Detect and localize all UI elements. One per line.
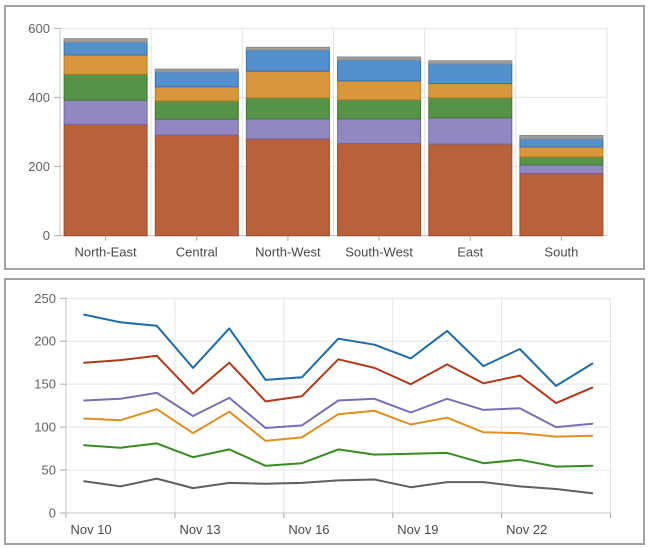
bar-chart-panel: 0 200 400 600 North-East Central North-West Sou…: [4, 5, 645, 270]
bar-segment-series-orange[interactable]: [245, 70, 330, 99]
bar-segment-series-purple[interactable]: [63, 99, 148, 125]
bar-segment-series-purple[interactable]: [337, 118, 422, 144]
y-axis-label: 0: [49, 506, 56, 521]
bar-segment-series-green[interactable]: [519, 156, 604, 166]
bar-segment-series-green[interactable]: [245, 97, 330, 120]
bar-segment-series-blue[interactable]: [154, 71, 239, 88]
x-axis-label: Nov 10: [71, 522, 112, 537]
bar-segment-series-gray[interactable]: [337, 56, 422, 61]
bar-segment-series-gray[interactable]: [154, 68, 239, 73]
bar-segment-series-purple[interactable]: [154, 118, 239, 136]
bar-segment-series-blue[interactable]: [519, 138, 604, 148]
line-gray[interactable]: [83, 477, 594, 495]
bar-segment-series-orange[interactable]: [519, 146, 604, 158]
y-axis-label: 600: [28, 21, 50, 36]
y-axis-label: 400: [28, 90, 50, 105]
x-axis-label: North-West: [255, 245, 321, 260]
bar-segment-series-orange[interactable]: [154, 86, 239, 102]
bar-segment-series-orange[interactable]: [428, 83, 513, 99]
bar-segment-series-green[interactable]: [337, 99, 422, 120]
bar-segment-series-green[interactable]: [63, 73, 148, 101]
bar-segment-series-orange[interactable]: [337, 80, 422, 101]
y-axis-label: 0: [43, 228, 50, 243]
bar-segment-series-rust[interactable]: [63, 123, 148, 237]
bar-segment-series-rust[interactable]: [337, 142, 422, 237]
y-axis-label: 100: [34, 420, 56, 435]
bar-segment-series-blue[interactable]: [63, 41, 148, 56]
bar-segment-series-blue[interactable]: [428, 63, 513, 85]
line-blue[interactable]: [83, 313, 594, 387]
x-axis-label: East: [457, 245, 483, 260]
x-axis-label: Nov 13: [179, 522, 220, 537]
line-red[interactable]: [83, 354, 594, 405]
bar-segment-series-rust[interactable]: [519, 173, 604, 237]
line-chart-panel: 0 50 100 150 200 250 Nov 10 Nov 13 Nov 16 Nov 19 N…: [4, 278, 645, 545]
line-orange[interactable]: [83, 408, 594, 442]
bar-segment-series-purple[interactable]: [519, 164, 604, 174]
y-axis-label: 200: [34, 334, 56, 349]
bar-segment-series-blue[interactable]: [245, 49, 330, 72]
bar-segment-series-purple[interactable]: [428, 117, 513, 145]
y-axis-label: 250: [34, 291, 56, 306]
bar-segment-series-green[interactable]: [428, 97, 513, 119]
bar-segment-series-orange[interactable]: [63, 54, 148, 75]
x-axis-label: Nov 19: [397, 522, 438, 537]
y-axis-label: 50: [42, 463, 56, 478]
x-axis-label: Nov 16: [288, 522, 329, 537]
bar-segment-series-green[interactable]: [154, 100, 239, 120]
bar-segment-series-gray[interactable]: [245, 46, 330, 51]
line-purple[interactable]: [83, 391, 594, 429]
bar-segment-series-gray[interactable]: [63, 38, 148, 43]
x-axis-label: North-East: [75, 245, 138, 260]
x-axis-label: Central: [176, 245, 218, 260]
y-axis-label: 200: [28, 159, 50, 174]
bar-segment-series-rust[interactable]: [428, 143, 513, 237]
line-chart: 0 50 100 150 200 250 Nov 10 Nov 13 Nov 16 Nov 19 N…: [34, 291, 611, 537]
line-green[interactable]: [83, 442, 594, 468]
bar-segment-series-rust[interactable]: [154, 134, 239, 237]
stacked-bar-chart: 0 200 400 600 North-East Central North-West Sou…: [28, 21, 608, 260]
x-axis-label: South-West: [345, 245, 413, 260]
bar-segment-series-gray[interactable]: [519, 135, 604, 140]
bar-segment-series-purple[interactable]: [245, 118, 330, 140]
y-axis-label: 150: [34, 377, 56, 392]
bar-segment-series-blue[interactable]: [337, 59, 422, 82]
bar-segment-series-gray[interactable]: [428, 60, 513, 65]
x-axis-label: Nov 22: [506, 522, 547, 537]
bar-segment-series-rust[interactable]: [245, 138, 330, 237]
x-axis-label: South: [544, 245, 578, 260]
